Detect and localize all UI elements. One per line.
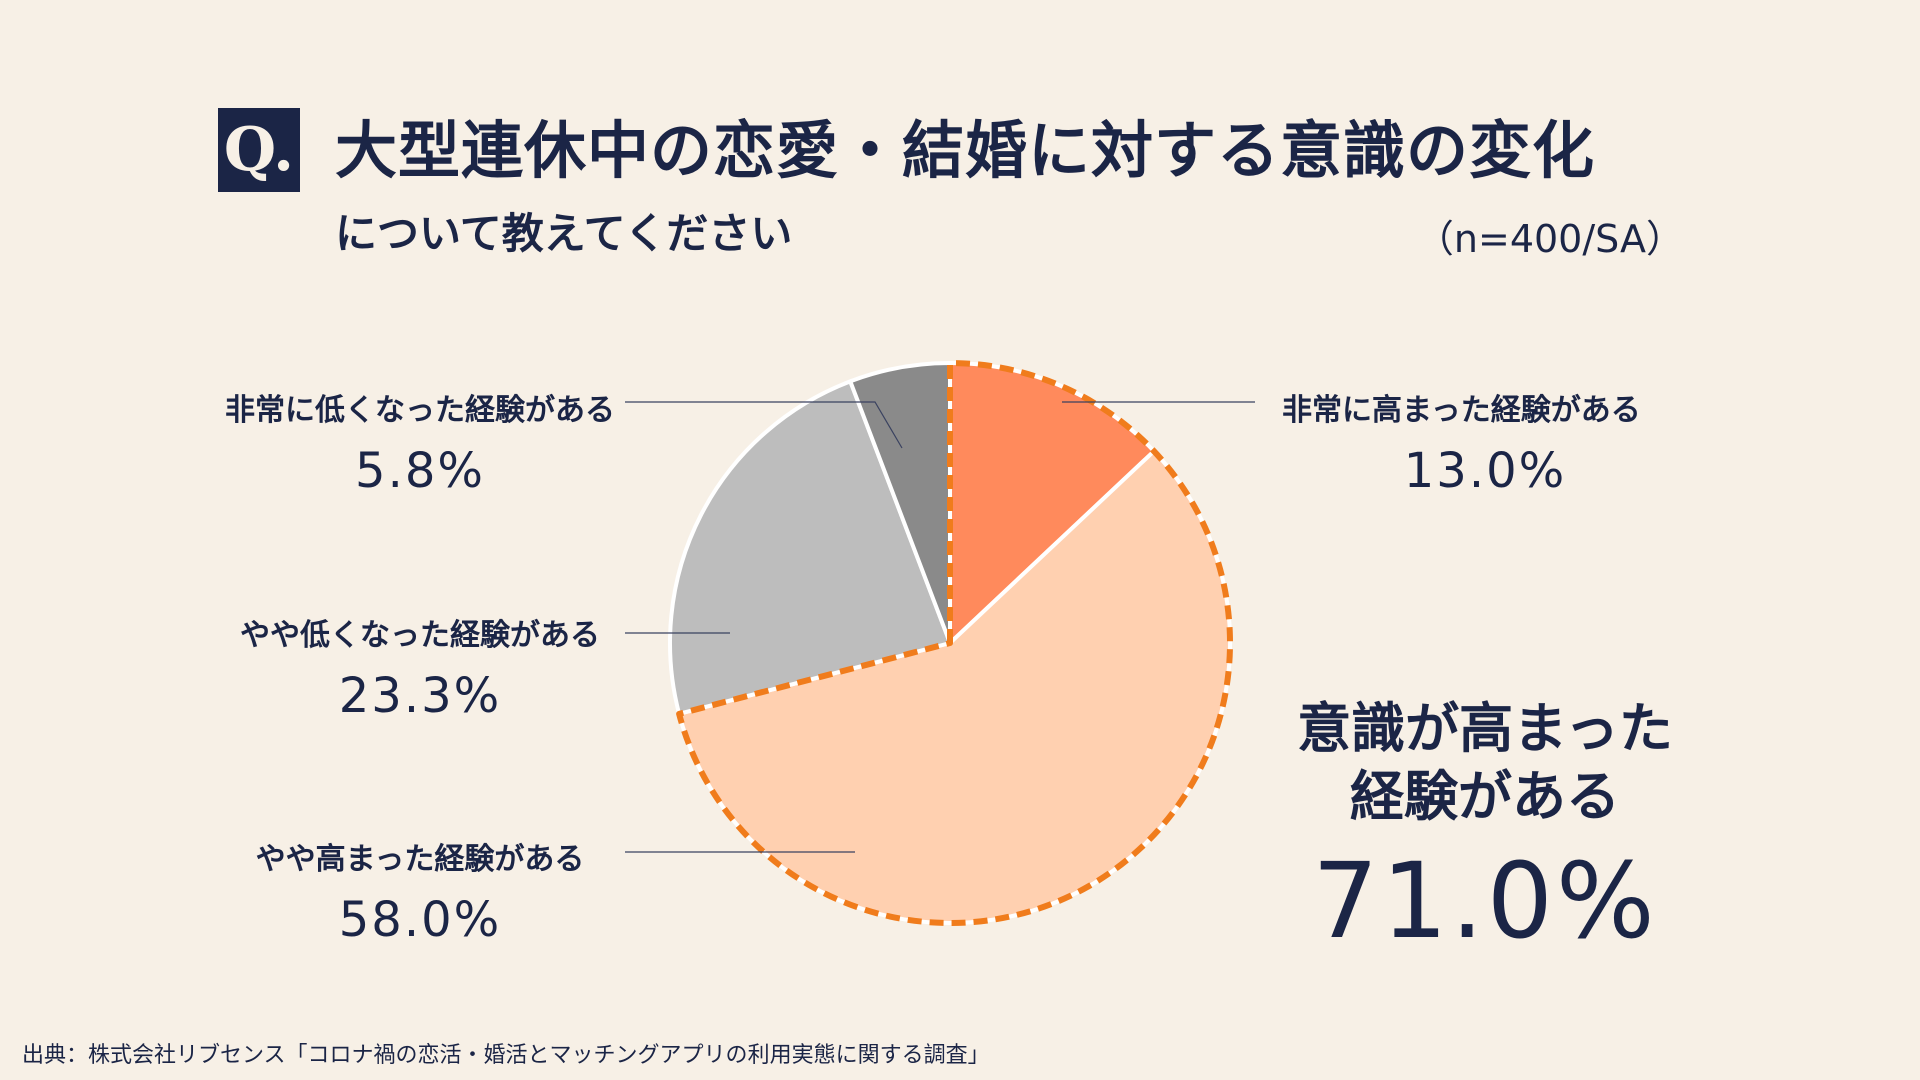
label-very-low: 非常に低くなった経験がある bbox=[225, 393, 615, 428]
source-footer: 出典：株式会社リブセンス「コロナ禍の恋活・婚活とマッチングアプリの利用実態に関す… bbox=[22, 1043, 990, 1068]
page-subtitle: について教えてください bbox=[335, 209, 793, 258]
question-badge: Q. bbox=[218, 108, 300, 192]
summary-label-line1: 意識が高まった bbox=[1297, 697, 1673, 760]
summary-label-line2: 経験がある bbox=[1350, 765, 1620, 828]
value-very-high: 13.0% bbox=[1403, 443, 1567, 499]
value-somewhat-low: 23.3% bbox=[338, 668, 502, 724]
label-somewhat-low: やや低くなった経験がある bbox=[240, 618, 600, 653]
sample-size-note: （n=400/SA） bbox=[1415, 217, 1684, 261]
slice-very-low bbox=[847, 360, 952, 644]
summary-label: 意識が高まった 経験がある bbox=[1275, 695, 1695, 831]
value-very-low: 5.8% bbox=[355, 443, 485, 499]
summary-value: 71.0% bbox=[1312, 840, 1658, 962]
highlight-outline bbox=[676, 360, 1233, 926]
leader-very-low bbox=[625, 401, 903, 449]
page-title: 大型連休中の恋愛・結婚に対する意識の変化 bbox=[335, 114, 1596, 187]
value-somewhat-high: 58.0% bbox=[338, 892, 502, 948]
label-somewhat-high: やや高まった経験がある bbox=[255, 842, 585, 877]
label-very-high: 非常に高まった経験がある bbox=[1282, 393, 1641, 428]
